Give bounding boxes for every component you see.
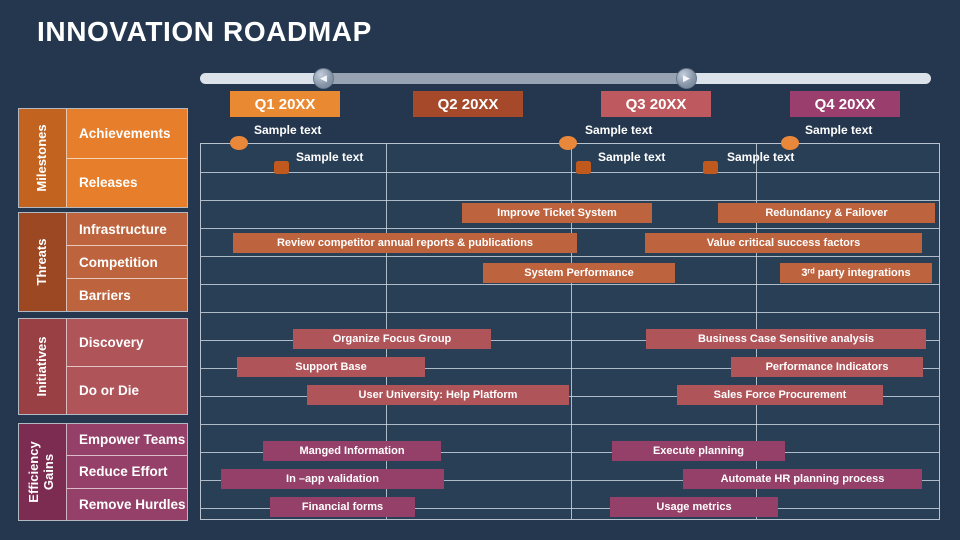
milestone-label: Sample text bbox=[805, 123, 873, 137]
page-title: INNOVATION ROADMAP bbox=[37, 16, 372, 47]
roadmap-bar-threats: System Performance bbox=[483, 263, 675, 283]
sidebar-item-remove-hurdles: Remove Hurdles bbox=[67, 487, 187, 520]
square-milestone-marker bbox=[575, 160, 591, 174]
sidebar-item-reduce-effort: Reduce Effort bbox=[67, 455, 187, 487]
slider-right-button[interactable]: ▶ bbox=[676, 68, 697, 89]
sidebar-item-barriers: Barriers bbox=[67, 278, 187, 311]
sidebar-section-milestones: Milestones Achievements Releases bbox=[18, 108, 188, 208]
square-milestone-marker bbox=[273, 160, 289, 174]
roadmap-bar-threats: 3ʳᵈ party integrations bbox=[780, 263, 932, 283]
slider-left-button[interactable]: ◀ bbox=[313, 68, 334, 89]
grid-row-line bbox=[201, 368, 939, 369]
section-label-cell: Milestones bbox=[19, 109, 67, 207]
section-label-cell: Threats bbox=[19, 213, 67, 311]
quarter-header-3: Q3 20XX bbox=[601, 91, 711, 117]
grid-row-line bbox=[201, 312, 939, 313]
section-rows: Infrastructure Competition Barriers bbox=[67, 213, 187, 311]
sidebar-section-threats: Threats Infrastructure Competition Barriers bbox=[18, 212, 188, 312]
right-arrow-icon: ▶ bbox=[683, 73, 690, 83]
grid-column-line bbox=[571, 144, 572, 519]
grid-row-line bbox=[201, 480, 939, 481]
grid-row-line bbox=[201, 228, 939, 229]
quarter-header-4: Q4 20XX bbox=[790, 91, 900, 117]
section-label: Efficiency Gains bbox=[26, 441, 56, 503]
grid-row-line bbox=[201, 508, 939, 509]
sidebar-section-initiatives: Initiatives Discovery Do or Die bbox=[18, 318, 188, 415]
roadmap-bar-initiatives: Business Case Sensitive analysis bbox=[646, 329, 926, 349]
quarter-header-2: Q2 20XX bbox=[413, 91, 523, 117]
roadmap-bar-threats: Redundancy & Failover bbox=[718, 203, 935, 223]
roadmap-bar-threats: Improve Ticket System bbox=[462, 203, 652, 223]
roadmap-bar-initiatives: Sales Force Procurement bbox=[677, 385, 883, 405]
grid-row-line bbox=[201, 284, 939, 285]
grid-row-line bbox=[201, 172, 939, 173]
section-label-cell: Efficiency Gains bbox=[19, 424, 67, 520]
circle-milestone-marker bbox=[230, 136, 248, 150]
sidebar-item-infrastructure: Infrastructure bbox=[79, 221, 167, 237]
grid-row-line bbox=[201, 424, 939, 425]
milestone-label: Sample text bbox=[296, 150, 364, 164]
grid-row-line bbox=[201, 200, 939, 201]
milestone-label: Sample text bbox=[727, 150, 795, 164]
roadmap-bar-initiatives: User University: Help Platform bbox=[307, 385, 569, 405]
sidebar-item-empower-teams: Empower Teams bbox=[79, 432, 186, 448]
milestone-label: Sample text bbox=[598, 150, 666, 164]
left-arrow-icon: ◀ bbox=[320, 73, 327, 83]
section-label-cell: Initiatives bbox=[19, 319, 67, 414]
roadmap-bar-initiatives: Organize Focus Group bbox=[293, 329, 491, 349]
square-milestone-marker bbox=[702, 160, 718, 174]
roadmap-bar-efficiency: Usage metrics bbox=[610, 497, 778, 517]
sidebar-item-discovery: Discovery bbox=[79, 335, 144, 350]
roadmap-bar-efficiency: Execute planning bbox=[612, 441, 785, 461]
grid-row-line bbox=[201, 256, 939, 257]
section-rows: Discovery Do or Die bbox=[67, 319, 187, 414]
milestone-label: Sample text bbox=[585, 123, 653, 137]
section-rows: Empower Teams Reduce Effort Remove Hurdles bbox=[67, 424, 187, 520]
roadmap-bar-threats: Value critical success factors bbox=[645, 233, 922, 253]
circle-milestone-marker bbox=[559, 136, 577, 150]
timeline-scrollbar-range[interactable] bbox=[324, 73, 687, 84]
roadmap-bar-threats: Review competitor annual reports & publi… bbox=[233, 233, 577, 253]
grid-row-line bbox=[201, 452, 939, 453]
section-rows: Achievements Releases bbox=[67, 109, 187, 207]
milestone-label: Sample text bbox=[254, 123, 322, 137]
grid-row-line bbox=[201, 340, 939, 341]
roadmap-bar-efficiency: Manged Information bbox=[263, 441, 441, 461]
sidebar-item-competition: Competition bbox=[67, 245, 187, 278]
sidebar-item-do-or-die: Do or Die bbox=[67, 366, 187, 414]
sidebar-section-efficiency-gains: Efficiency Gains Empower Teams Reduce Effo… bbox=[18, 423, 188, 521]
circle-milestone-marker bbox=[781, 136, 799, 150]
section-label: Milestones bbox=[33, 124, 49, 192]
roadmap-bar-initiatives: Support Base bbox=[237, 357, 425, 377]
roadmap-bar-efficiency: Automate HR planning process bbox=[683, 469, 922, 489]
grid-row-line bbox=[201, 396, 939, 397]
sidebar-item-releases: Releases bbox=[67, 157, 187, 208]
section-label: Threats bbox=[33, 238, 49, 286]
roadmap-bar-efficiency: Financial forms bbox=[270, 497, 415, 517]
sidebar-item-achievements: Achievements bbox=[79, 125, 171, 141]
section-label: Initiatives bbox=[33, 336, 49, 397]
roadmap-bar-efficiency: In –app validation bbox=[221, 469, 444, 489]
roadmap-bar-initiatives: Performance Indicators bbox=[731, 357, 923, 377]
quarter-header-1: Q1 20XX bbox=[230, 91, 340, 117]
